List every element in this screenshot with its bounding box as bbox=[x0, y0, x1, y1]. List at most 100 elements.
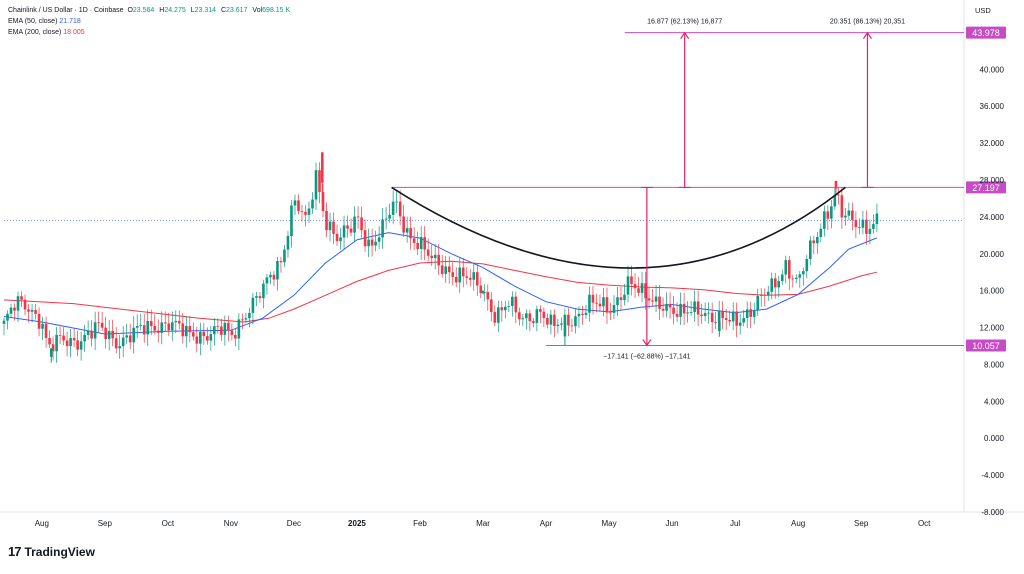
candle-body bbox=[735, 311, 738, 326]
candle-body bbox=[255, 296, 258, 298]
candle-body bbox=[370, 239, 374, 246]
currency-label[interactable]: USD bbox=[975, 6, 991, 15]
candle-body bbox=[248, 312, 251, 319]
candle-body bbox=[237, 319, 241, 339]
candle-body bbox=[481, 290, 485, 293]
candle-body bbox=[528, 313, 532, 322]
y-tick-label: 40.000 bbox=[980, 65, 1005, 74]
candle-body bbox=[149, 320, 153, 327]
candle-body bbox=[630, 276, 633, 285]
candle-body bbox=[269, 274, 272, 278]
y-tick-label: 4.000 bbox=[984, 397, 1005, 406]
low-label: L bbox=[190, 7, 195, 14]
tradingview-logo-icon: 17 bbox=[8, 544, 22, 559]
candle-body bbox=[787, 260, 791, 279]
price-scale[interactable]: -8.000 -4.000 0.000 4.000 8.000 12.000 16.000 2… bbox=[980, 65, 1005, 517]
candle-body bbox=[146, 320, 150, 335]
candle-body bbox=[360, 217, 363, 231]
candle-body bbox=[816, 236, 819, 244]
candle-body bbox=[121, 337, 125, 347]
candle-body bbox=[609, 312, 612, 314]
measure-label: 20.351 (86.13%) 20,351 bbox=[830, 19, 905, 26]
x-tick-label: Feb bbox=[413, 519, 427, 528]
x-tick-label: Dec bbox=[287, 519, 301, 528]
ema200-value: 18.005 bbox=[63, 29, 85, 36]
candle-body bbox=[2, 320, 6, 324]
y-tick-label: 8.000 bbox=[984, 360, 1005, 369]
candle-body bbox=[48, 337, 51, 345]
candle-body bbox=[497, 307, 500, 323]
candle-body bbox=[90, 330, 93, 339]
candle-body bbox=[654, 296, 658, 302]
measure-label: 16.877 (62.13%) 16,877 bbox=[647, 19, 722, 26]
candle-body bbox=[34, 309, 37, 314]
candle-body bbox=[6, 313, 9, 321]
candle-body bbox=[192, 332, 195, 337]
candle-body bbox=[433, 254, 437, 259]
candle-body bbox=[367, 239, 370, 247]
candle-body bbox=[703, 313, 707, 316]
candle-body bbox=[539, 309, 542, 312]
symbol-title[interactable]: Chainlink / US Dollar · 1D · Coinbase bbox=[8, 7, 124, 14]
candle-body bbox=[763, 294, 767, 296]
candle-body bbox=[868, 228, 872, 234]
candle-body bbox=[395, 201, 398, 203]
time-scale[interactable]: Aug Sep Oct Nov Dec 2025 Feb Mar Apr May Jun Jul Aug… bbox=[35, 519, 931, 528]
ema50-row[interactable]: EMA (50, close) 21.718 bbox=[8, 16, 293, 27]
candle-body bbox=[749, 309, 753, 317]
candle-body bbox=[213, 326, 216, 335]
candle-body bbox=[647, 298, 651, 301]
candle-body bbox=[93, 322, 97, 339]
candle-body bbox=[30, 309, 34, 312]
candle-body bbox=[9, 307, 13, 314]
candle-body bbox=[51, 344, 55, 352]
candle-body bbox=[349, 228, 353, 233]
ema200-row[interactable]: EMA (200, close) 18.005 bbox=[8, 27, 293, 38]
candle-body bbox=[440, 265, 444, 274]
candle-body bbox=[682, 303, 686, 314]
candle-body bbox=[689, 312, 693, 313]
ohlc-row: Chainlink / US Dollar · 1D · Coinbase O2… bbox=[8, 5, 293, 16]
candle-body bbox=[307, 208, 311, 215]
candle-body bbox=[840, 195, 844, 218]
measure-arrowhead bbox=[642, 339, 652, 347]
candle-body bbox=[104, 327, 107, 340]
candle-body bbox=[454, 276, 458, 283]
candle-body bbox=[79, 341, 83, 350]
candle-body bbox=[809, 240, 812, 259]
x-tick-label: Oct bbox=[162, 519, 175, 528]
candle-body bbox=[475, 272, 479, 286]
ema50-value: 21.718 bbox=[59, 18, 81, 25]
level-badge bbox=[966, 339, 1006, 352]
level-badge-label: 27.197 bbox=[972, 183, 1000, 193]
candle-body bbox=[384, 218, 388, 220]
candle-body bbox=[170, 322, 174, 331]
candle-body bbox=[160, 322, 164, 333]
candle-body bbox=[142, 325, 146, 335]
candle-body bbox=[773, 278, 777, 288]
candle-body bbox=[489, 299, 493, 313]
candle-body bbox=[444, 266, 448, 274]
candle-body bbox=[801, 271, 805, 275]
tradingview-brand[interactable]: 17 TradingView bbox=[8, 544, 95, 559]
candle-body bbox=[693, 301, 696, 313]
x-tick-label: Aug bbox=[791, 519, 805, 528]
candle-body bbox=[872, 224, 875, 229]
candle-body bbox=[177, 320, 181, 324]
candle-body bbox=[707, 312, 710, 314]
candle-body bbox=[574, 316, 577, 327]
candle-body bbox=[423, 237, 426, 250]
candle-body bbox=[265, 277, 269, 284]
candle-body bbox=[153, 326, 157, 331]
candle-body bbox=[293, 200, 297, 206]
open-label: O bbox=[127, 7, 133, 14]
chart-legend: Chainlink / US Dollar · 1D · Coinbase O 2… bbox=[8, 5, 293, 38]
candle-body bbox=[100, 322, 104, 328]
candle-body bbox=[672, 307, 675, 314]
candle-body bbox=[13, 307, 16, 311]
candle-body bbox=[72, 338, 76, 341]
candle-body bbox=[430, 255, 433, 259]
candle-body bbox=[700, 314, 703, 316]
candle-body bbox=[223, 322, 227, 335]
